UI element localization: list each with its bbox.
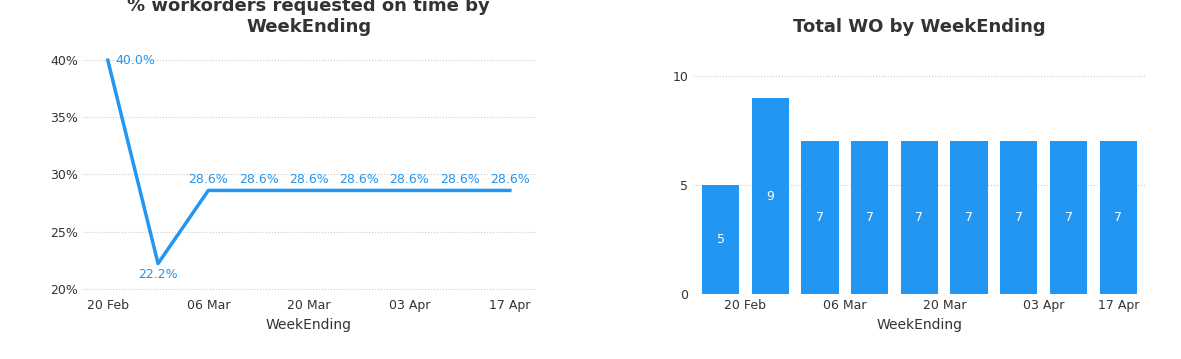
Text: 28.6%: 28.6% <box>339 173 379 186</box>
Bar <box>702 185 739 294</box>
Text: 22.2%: 22.2% <box>138 268 178 281</box>
Text: 28.6%: 28.6% <box>439 173 479 186</box>
Text: 7: 7 <box>1114 211 1122 224</box>
Bar <box>1100 141 1137 294</box>
Text: 5: 5 <box>717 233 725 246</box>
Title: Total WO by WeekEnding: Total WO by WeekEnding <box>794 18 1045 36</box>
Text: 40.0%: 40.0% <box>116 54 155 67</box>
Text: 28.6%: 28.6% <box>239 173 279 186</box>
Text: 28.6%: 28.6% <box>189 173 228 186</box>
Text: 7: 7 <box>915 211 924 224</box>
X-axis label: WeekEnding: WeekEnding <box>876 318 963 332</box>
Text: 7: 7 <box>816 211 824 224</box>
Text: 9: 9 <box>766 190 775 202</box>
Text: 7: 7 <box>1064 211 1072 224</box>
Bar <box>751 98 789 294</box>
Text: 28.6%: 28.6% <box>289 173 328 186</box>
Text: 7: 7 <box>866 211 874 224</box>
Text: 28.6%: 28.6% <box>390 173 429 186</box>
X-axis label: WeekEnding: WeekEnding <box>266 318 352 332</box>
Bar <box>901 141 938 294</box>
Bar <box>802 141 839 294</box>
Title: % workorders requested on time by
WeekEnding: % workorders requested on time by WeekEn… <box>128 0 490 36</box>
Text: 28.6%: 28.6% <box>490 173 530 186</box>
Bar <box>1000 141 1037 294</box>
Bar <box>852 141 888 294</box>
Bar <box>951 141 987 294</box>
Bar <box>1050 141 1088 294</box>
Text: 7: 7 <box>1014 211 1023 224</box>
Text: 7: 7 <box>965 211 973 224</box>
